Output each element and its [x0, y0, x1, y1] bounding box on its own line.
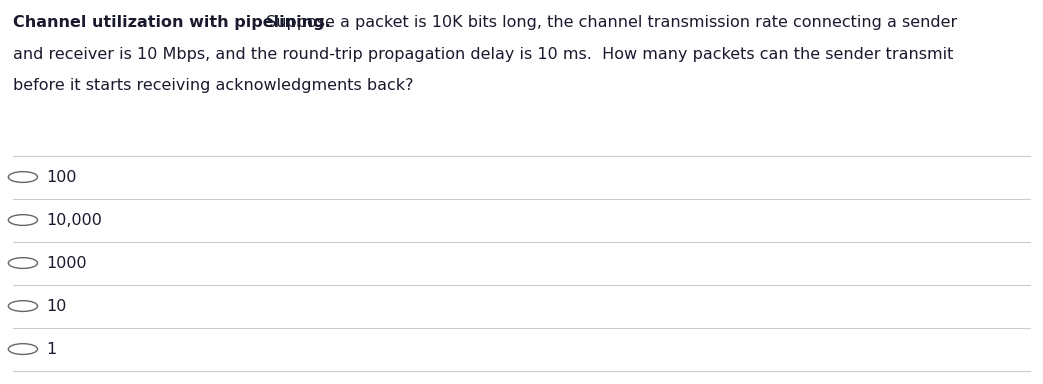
- Text: Channel utilization with pipelining.: Channel utilization with pipelining.: [13, 15, 331, 30]
- Text: 10: 10: [46, 298, 67, 314]
- Text: 1000: 1000: [46, 255, 87, 271]
- Text: before it starts receiving acknowledgments back?: before it starts receiving acknowledgmen…: [13, 78, 413, 93]
- Text: and receiver is 10 Mbps, and the round-trip propagation delay is 10 ms.  How man: and receiver is 10 Mbps, and the round-t…: [13, 47, 953, 62]
- Text: 1: 1: [46, 341, 56, 357]
- Text: Suppose a packet is 10K bits long, the channel transmission rate connecting a se: Suppose a packet is 10K bits long, the c…: [261, 15, 957, 30]
- Text: 100: 100: [46, 169, 76, 185]
- Text: 10,000: 10,000: [46, 212, 102, 228]
